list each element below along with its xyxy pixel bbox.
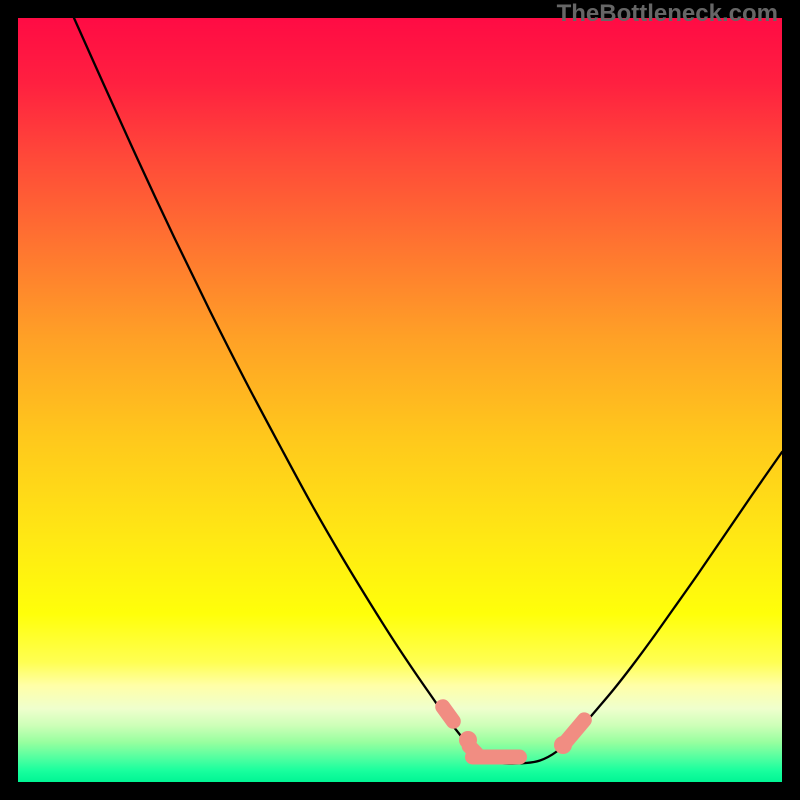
v-curve-line: [74, 18, 782, 764]
bead-pill: [432, 696, 464, 732]
bead-pill: [465, 750, 527, 765]
watermark-text: TheBottleneck.com: [557, 0, 778, 28]
bead-pill: [555, 709, 595, 752]
chart-svg: [18, 18, 782, 782]
